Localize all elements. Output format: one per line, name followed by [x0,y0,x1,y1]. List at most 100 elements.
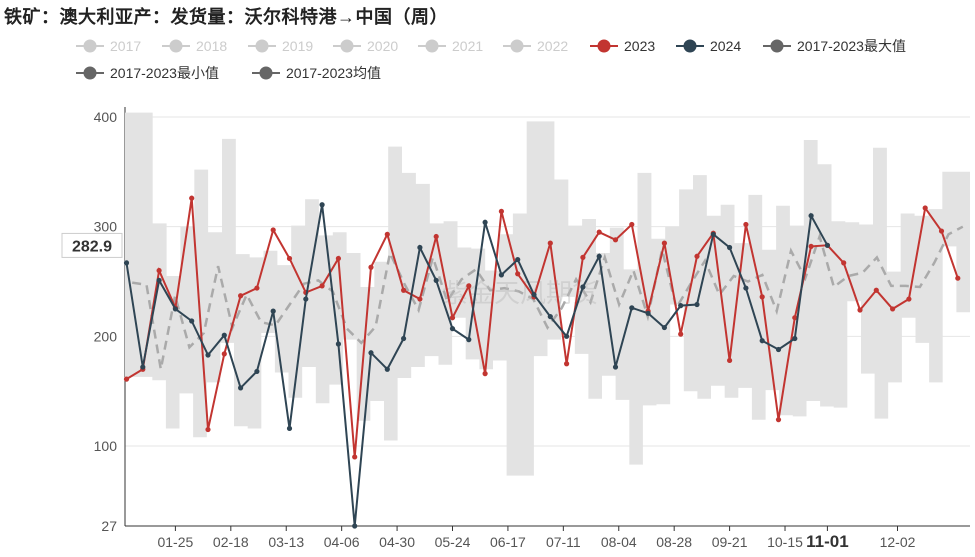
point-2023[interactable] [727,357,733,364]
point-2024[interactable] [140,364,146,370]
point-2024[interactable] [645,310,651,316]
legend-item-2017-2023最大值[interactable]: 2017-2023最大值 [763,38,906,54]
series-line-2023[interactable] [125,198,959,458]
point-2024[interactable] [449,326,456,332]
point-2023[interactable] [678,331,684,337]
point-2024[interactable] [498,272,504,278]
point-2024[interactable] [319,202,325,208]
point-2024[interactable] [205,352,211,358]
point-2023[interactable] [890,306,896,312]
point-2024[interactable] [515,256,521,263]
point-2024[interactable] [759,338,765,344]
point-2023[interactable] [922,205,928,211]
point-2023[interactable] [515,271,521,277]
point-2024[interactable] [661,324,668,331]
point-2023[interactable] [401,287,407,293]
point-2023[interactable] [449,315,456,321]
point-2023[interactable] [955,275,961,281]
point-2023[interactable] [270,227,276,233]
point-2024[interactable] [417,244,423,251]
point-2024[interactable] [189,318,195,324]
point-2024[interactable] [156,277,162,284]
legend-item-2017-2023最小值[interactable]: 2017-2023最小值 [76,65,219,81]
point-2024[interactable] [547,313,553,320]
point-2023[interactable] [482,371,488,377]
point-2023[interactable] [906,296,912,302]
point-2024[interactable] [433,277,439,284]
point-2023[interactable] [808,243,814,250]
legend-item-2017[interactable]: 2017 [76,38,141,54]
point-2023[interactable] [841,260,847,266]
point-2023[interactable] [189,195,195,201]
point-2023[interactable] [938,228,945,234]
point-2023[interactable] [596,229,602,235]
point-2024[interactable] [792,335,798,342]
point-2023[interactable] [612,237,619,243]
point-2023[interactable] [335,255,341,262]
point-2023[interactable] [205,426,211,433]
point-2023[interactable] [873,287,879,293]
point-2024[interactable] [303,296,309,302]
point-2023[interactable] [743,221,749,228]
point-2023[interactable] [580,254,586,260]
point-2024[interactable] [352,523,358,529]
legend-item-2018[interactable]: 2018 [162,38,227,54]
point-2023[interactable] [564,361,570,367]
point-2024[interactable] [727,244,733,251]
legend-item-2021[interactable]: 2021 [418,38,483,54]
legend-item-2017-2023均值[interactable]: 2017-2023均值 [252,65,381,81]
point-2023[interactable] [238,293,244,299]
point-2023[interactable] [792,315,798,321]
point-2023[interactable] [286,255,293,262]
point-2024[interactable] [123,260,130,266]
point-2023[interactable] [759,294,765,300]
point-2024[interactable] [221,332,227,338]
point-2024[interactable] [286,425,293,432]
point-2024[interactable] [270,308,276,314]
point-2024[interactable] [335,341,341,347]
point-2024[interactable] [531,292,537,298]
point-2024[interactable] [612,364,619,370]
point-2024[interactable] [401,335,407,342]
point-2024[interactable] [482,219,488,225]
point-2024[interactable] [384,366,390,372]
point-2023[interactable] [417,296,423,302]
point-2024[interactable] [580,284,586,290]
point-2024[interactable] [254,368,260,375]
point-2023[interactable] [319,283,325,289]
point-2024[interactable] [629,305,635,311]
point-2023[interactable] [433,233,439,240]
point-2024[interactable] [808,213,814,219]
point-2023[interactable] [629,221,635,228]
point-2023[interactable] [156,267,162,274]
point-2024[interactable] [466,337,472,343]
legend-item-2022[interactable]: 2022 [503,38,568,54]
point-2024[interactable] [743,285,749,291]
point-2024[interactable] [775,346,782,353]
legend-item-2019[interactable]: 2019 [248,38,313,54]
point-2023[interactable] [661,240,668,246]
point-2023[interactable] [254,285,260,291]
point-2023[interactable] [352,454,358,460]
point-2024[interactable] [172,306,178,312]
point-2024[interactable] [678,303,684,309]
point-2024[interactable] [368,350,374,356]
point-2023[interactable] [384,231,390,237]
point-2023[interactable] [123,376,130,382]
point-2023[interactable] [547,240,553,246]
point-2024[interactable] [564,333,570,339]
point-2024[interactable] [238,385,244,391]
legend-item-2024[interactable]: 2024 [676,38,741,54]
point-2024[interactable] [694,301,700,308]
series-line-2024[interactable] [125,204,829,527]
legend-item-2023[interactable]: 2023 [590,38,655,54]
point-2023[interactable] [857,307,863,313]
point-2024[interactable] [596,253,602,259]
point-2023[interactable] [221,351,227,357]
point-2023[interactable] [368,264,374,270]
point-2023[interactable] [694,253,700,259]
point-2023[interactable] [466,283,472,289]
point-2023[interactable] [775,417,782,423]
legend-item-2020[interactable]: 2020 [333,38,398,54]
